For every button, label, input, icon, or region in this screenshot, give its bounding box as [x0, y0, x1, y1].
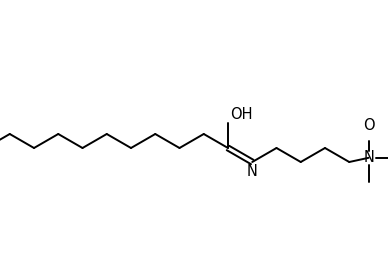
Text: N: N	[247, 164, 258, 179]
Text: N: N	[363, 150, 374, 165]
Text: O: O	[363, 119, 374, 134]
Text: OH: OH	[230, 107, 253, 122]
